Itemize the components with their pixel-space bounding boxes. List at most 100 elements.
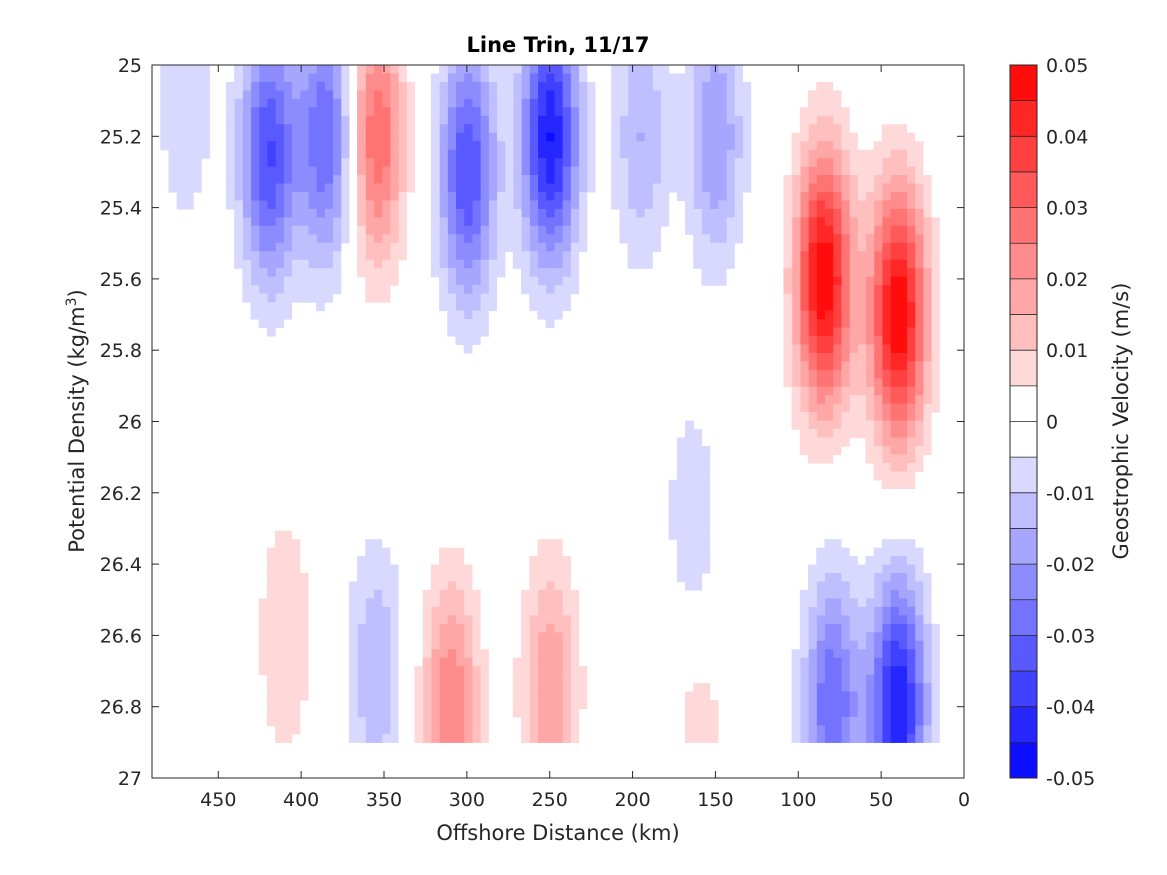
y-tick-label: 25.2 [100, 126, 142, 148]
heatmap-cell [324, 276, 334, 286]
heatmap-cell [701, 683, 711, 693]
heatmap-cell [799, 666, 809, 676]
heatmap-cell [586, 107, 596, 117]
heatmap-cell [316, 90, 325, 100]
heatmap-cell [832, 598, 842, 608]
heatmap-cell [225, 158, 235, 168]
heatmap-cell [799, 208, 809, 219]
heatmap-cell [512, 674, 522, 684]
heatmap-cell [332, 276, 342, 286]
colorbar-swatch [1010, 314, 1037, 351]
heatmap-cell [562, 98, 571, 108]
heatmap-cell [365, 166, 375, 176]
heatmap-cell [266, 81, 276, 91]
colorbar-tick-label: 0.05 [1046, 55, 1088, 77]
heatmap-cell [701, 488, 711, 498]
heatmap-cell [824, 259, 834, 269]
heatmap-cell [824, 200, 834, 210]
heatmap-cell [898, 556, 908, 566]
heatmap-cell [816, 412, 826, 422]
heatmap-cell [291, 725, 301, 735]
heatmap-cell [890, 208, 899, 219]
heatmap-cell [389, 733, 399, 743]
heatmap-cell [447, 293, 457, 303]
heatmap-cell [840, 657, 850, 667]
heatmap-cell [537, 640, 547, 650]
heatmap-cell [849, 674, 858, 684]
heatmap-cell [824, 589, 834, 600]
heatmap-cell [914, 192, 924, 202]
heatmap-cell [676, 166, 686, 176]
heatmap-cell [480, 691, 489, 701]
heatmap-cell [521, 242, 530, 252]
heatmap-cell [791, 192, 801, 202]
heatmap-cell [816, 395, 826, 405]
heatmap-cell [480, 700, 489, 710]
heatmap-cell [652, 175, 662, 185]
heatmap-cell [816, 683, 826, 693]
heatmap-cell [529, 276, 539, 286]
heatmap-cell [701, 98, 711, 108]
heatmap-cell [906, 573, 916, 583]
heatmap-cell [365, 73, 375, 83]
heatmap-cell [791, 412, 801, 422]
heatmap-cell [914, 716, 924, 727]
heatmap-cell [709, 90, 719, 100]
heatmap-cell [529, 606, 539, 616]
heatmap-cell [791, 302, 801, 312]
heatmap-cell [365, 700, 375, 710]
heatmap-cell [726, 259, 735, 269]
heatmap-cell [447, 640, 457, 650]
heatmap-cell [873, 158, 883, 168]
heatmap-cell [619, 98, 629, 108]
heatmap-cell [922, 175, 932, 185]
heatmap-cell [693, 124, 703, 134]
heatmap-cell [340, 225, 350, 235]
heatmap-cell [840, 615, 850, 625]
heatmap-cell [529, 700, 539, 710]
heatmap-cell [881, 352, 891, 362]
heatmap-cell [521, 234, 530, 244]
heatmap-cell [266, 615, 276, 625]
heatmap-cell [693, 208, 703, 219]
heatmap-cell [824, 175, 834, 185]
heatmap-cell [422, 691, 432, 701]
heatmap-cell [291, 166, 301, 176]
heatmap-cell [488, 73, 498, 83]
heatmap-cell [455, 132, 465, 142]
heatmap-cell [914, 437, 924, 447]
heatmap-cell [529, 158, 539, 168]
heatmap-cell [816, 276, 826, 286]
heatmap-cell [389, 615, 399, 625]
heatmap-cell [299, 623, 309, 633]
heatmap-cell [471, 149, 481, 159]
heatmap-cell [873, 589, 883, 600]
heatmap-cell [529, 632, 539, 642]
heatmap-cell [258, 293, 268, 303]
heatmap-cell [898, 446, 908, 456]
heatmap-cell [455, 700, 465, 710]
heatmap-cell [734, 90, 744, 100]
heatmap-cell [430, 733, 440, 743]
heatmap-cell [922, 437, 932, 447]
heatmap-cell [480, 293, 489, 303]
heatmap-cell [832, 733, 842, 743]
heatmap-cell [832, 124, 842, 134]
heatmap-cell [529, 623, 539, 633]
y-tick-label: 25.6 [100, 269, 142, 291]
heatmap-cell [660, 73, 670, 83]
heatmap-cell [463, 733, 473, 743]
heatmap-cell [529, 98, 539, 108]
heatmap-cell [693, 217, 703, 227]
heatmap-cell [808, 175, 817, 185]
heatmap-cell [242, 259, 252, 269]
heatmap-cell [783, 268, 793, 278]
heatmap-cell [488, 293, 498, 303]
heatmap-cell [832, 623, 842, 633]
heatmap-cell [447, 217, 457, 227]
heatmap-cell [873, 581, 883, 591]
heatmap-cell [439, 657, 448, 667]
heatmap-cell [578, 115, 588, 125]
heatmap-cell [898, 683, 908, 693]
heatmap-cell [799, 251, 809, 261]
